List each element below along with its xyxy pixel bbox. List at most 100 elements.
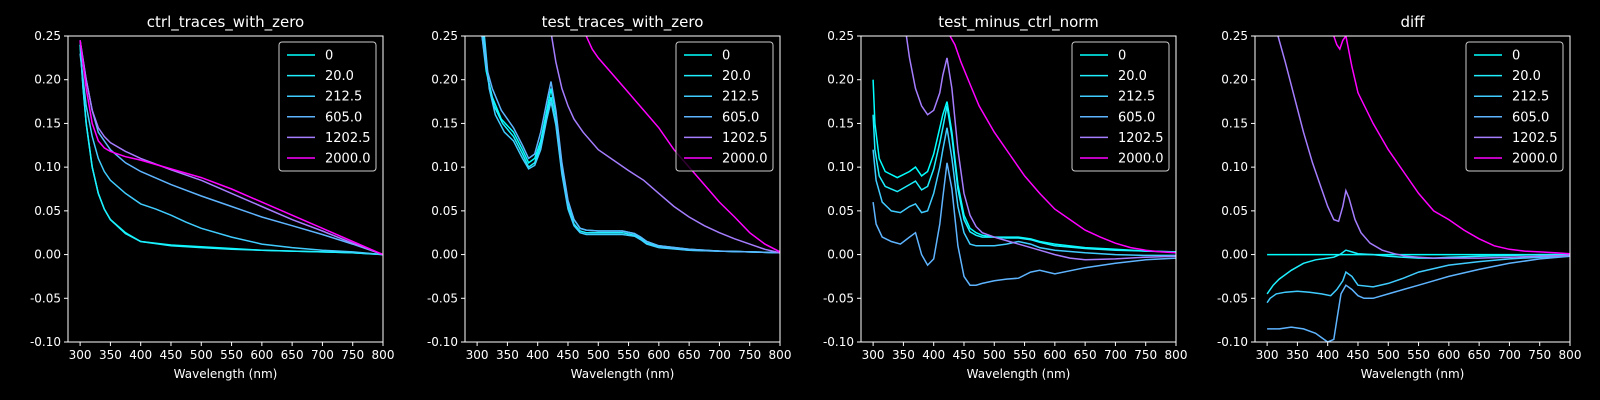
x-axis-label: Wavelength (nm) [571,367,675,381]
y-tick-label: -0.10 [1217,335,1248,349]
x-tick-label: 500 [190,348,213,362]
legend-box [675,41,774,172]
y-tick-label: 0.15 [431,116,458,130]
chart-title: ctrl_traces_with_zero [147,13,304,32]
x-tick-label: 350 [496,348,519,362]
series-line-20-0 [79,44,383,256]
x-tick-label: 550 [1407,348,1430,362]
y-tick-label: -0.10 [427,335,458,349]
x-tick-label: 650 [1468,348,1491,362]
legend-label: 20.0 [1512,69,1541,84]
series-line-605-0 [481,36,780,254]
y-tick-label: 0.15 [34,116,61,130]
axes-frame [464,35,781,343]
x-tick-label: 300 [1256,348,1279,362]
x-tick-label: 700 [708,348,731,362]
y-tick-label: 0.05 [431,204,458,218]
series-line-2000-0 [79,40,383,256]
legend: 0 20.0 212.5 605.0 1202.5 2000.0 [1465,41,1564,172]
legend-label: 2000.0 [722,152,768,167]
x-tick-label: 600 [1437,348,1460,362]
legend-label: 1202.5 [1512,131,1558,146]
y-tick-label: -0.05 [823,291,854,305]
series-line-212-5 [872,127,1176,257]
y-tick-label: 0.10 [1221,160,1248,174]
x-tick-label: 750 [1134,348,1157,362]
series-line-605-0 [872,162,1176,286]
legend-label: 2000.0 [1512,152,1558,167]
x-tick-label: 750 [738,348,761,362]
y-tick-label: 0.00 [431,248,458,262]
series-line-2000-0 [1333,36,1570,255]
x-tick-label: 300 [862,348,885,362]
x-tick-label: 350 [892,348,915,362]
x-tick-label: 800 [372,348,395,362]
legend-label: 20.0 [325,69,354,84]
x-tick-label: 600 [1043,348,1066,362]
legend-label: 605.0 [325,110,362,125]
legend-label: 212.5 [325,90,362,105]
y-tick-label: 0.15 [827,116,854,130]
series-line-20-0 [872,105,1176,253]
legend-label: 20.0 [1118,69,1147,84]
x-tick-label: 650 [678,348,701,362]
legend: 0 20.0 212.5 605.0 1202.5 2000.0 [675,41,774,172]
series-group [1266,36,1570,342]
legend-label: 212.5 [722,90,759,105]
series-line-1202-5 [1277,36,1570,259]
y-tick-label: 0.20 [34,73,61,87]
y-tick-label: 0.25 [34,29,61,43]
legend-label: 605.0 [1118,110,1155,125]
legend-box [1071,41,1170,172]
y-tick-label: -0.10 [823,335,854,349]
legend-label: 0 [722,49,730,64]
series-line-2000-0 [585,36,780,253]
legend: 0 20.0 212.5 605.0 1202.5 2000.0 [1071,41,1170,172]
x-tick-label: 300 [466,348,489,362]
legend-label: 20.0 [722,69,751,84]
x-tick-label: 400 [129,348,152,362]
legend-label: 212.5 [1512,90,1549,105]
x-tick-label: 400 [1316,348,1339,362]
axes-frame [67,35,384,343]
x-tick-label: 550 [220,348,243,362]
y-tick-label: 0.00 [1221,248,1248,262]
legend-box [1465,41,1564,172]
legend: 0 20.0 212.5 605.0 1202.5 2000.0 [278,41,377,172]
x-tick-label: 600 [250,348,273,362]
series-line-1202-5 [905,36,1176,261]
x-tick-label: 600 [647,348,670,362]
y-tick-label: 0.00 [827,248,854,262]
x-tick-label: 500 [587,348,610,362]
chart-panel-2: test_traces_with_zero 300 350 400 450 500 550 6… [427,13,792,381]
x-tick-label: 400 [526,348,549,362]
x-tick-label: 500 [983,348,1006,362]
legend-label: 0 [1512,49,1520,64]
y-tick-label: -0.10 [30,335,61,349]
x-tick-label: 750 [341,348,364,362]
series-line-212-5 [1266,255,1570,304]
series-line-1202-5 [550,36,780,254]
x-tick-label: 800 [1559,348,1582,362]
x-tick-label: 450 [953,348,976,362]
x-tick-label: 450 [160,348,183,362]
x-tick-label: 700 [1498,348,1521,362]
legend-label: 1202.5 [1118,131,1164,146]
chart-title: test_traces_with_zero [542,13,704,32]
y-tick-label: 0.05 [34,204,61,218]
axes-frame [860,35,1177,343]
y-tick-label: -0.05 [30,291,61,305]
series-group [872,36,1176,286]
series-line-2000-0 [949,36,1176,254]
x-tick-label: 700 [311,348,334,362]
x-tick-label: 550 [1013,348,1036,362]
legend-label: 1202.5 [325,131,371,146]
y-tick-label: 0.10 [827,160,854,174]
chart-panel-1: ctrl_traces_with_zero 300 350 400 450 500 550 6… [30,13,395,381]
x-tick-label: 650 [281,348,304,362]
y-tick-label: 0.10 [34,160,61,174]
y-tick-label: 0.05 [1221,204,1248,218]
x-axis-label: Wavelength (nm) [174,367,278,381]
chart-panel-3: test_minus_ctrl_norm 300 350 400 450 500 550 60… [823,13,1188,381]
y-tick-label: 0.05 [827,204,854,218]
